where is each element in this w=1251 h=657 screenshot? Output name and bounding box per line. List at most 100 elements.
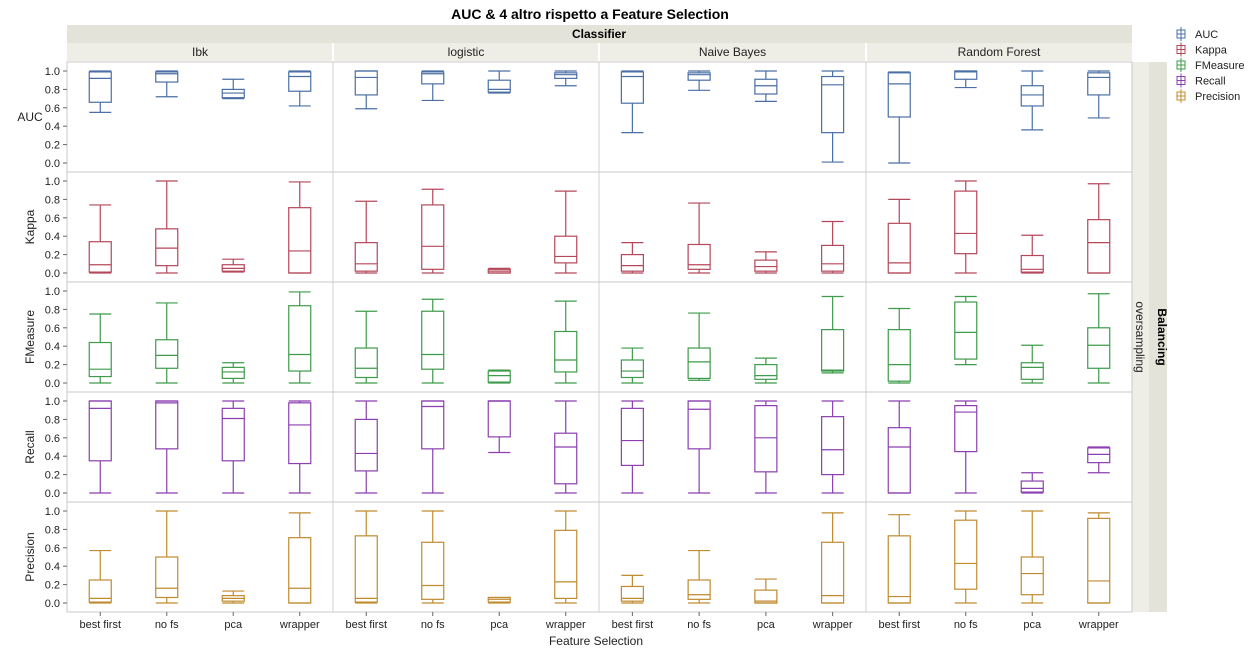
y-tick-label: 0.4	[45, 231, 60, 243]
box-iqr	[88, 579, 112, 603]
box	[821, 512, 845, 604]
metric-label: FMeasure	[23, 310, 37, 364]
box-iqr	[687, 243, 711, 270]
box-iqr	[155, 339, 179, 369]
metric-label: Recall	[23, 430, 37, 463]
box-iqr	[354, 347, 378, 379]
box	[620, 347, 644, 384]
box	[421, 188, 445, 274]
y-tick-label: 0.4	[45, 121, 60, 133]
box-iqr	[821, 329, 845, 372]
box-iqr	[487, 79, 511, 93]
legend: AUC Kappa FMeasure Recall Precision	[1176, 27, 1245, 103]
box	[1087, 512, 1111, 604]
legend-item: AUC	[1176, 27, 1218, 41]
y-tick-label: 0.8	[45, 524, 60, 536]
y-tick-label: 0.4	[45, 341, 60, 353]
box-iqr	[687, 579, 711, 600]
box	[620, 70, 644, 134]
box	[1020, 510, 1044, 604]
y-tick-label: 0.0	[45, 268, 60, 280]
box-iqr	[554, 529, 578, 600]
legend-label: Recall	[1195, 76, 1226, 88]
legend-item: Precision	[1176, 89, 1240, 103]
x-tick-label: wrapper	[279, 619, 320, 631]
box-iqr	[155, 228, 179, 267]
box-iqr	[554, 432, 578, 485]
box-iqr	[620, 71, 644, 104]
metric-label: Kappa	[23, 209, 37, 244]
column-group-title: Classifier	[572, 27, 626, 41]
box-iqr	[288, 207, 312, 274]
box	[288, 400, 312, 494]
y-tick-label: 0.8	[45, 304, 60, 316]
box-iqr	[421, 310, 445, 370]
x-tick-label: pca	[1023, 619, 1042, 631]
box	[221, 258, 245, 273]
box	[954, 400, 978, 494]
box	[554, 190, 578, 274]
x-axis-label: Feature Selection	[549, 634, 643, 648]
x-tick-label: no fs	[421, 619, 445, 631]
y-tick-label: 0.8	[45, 84, 60, 96]
x-tick-label: best first	[878, 619, 920, 631]
box-iqr	[88, 241, 112, 273]
box	[887, 514, 911, 604]
box	[221, 362, 245, 384]
box-iqr	[554, 235, 578, 264]
legend-item: FMeasure	[1176, 58, 1245, 72]
box-iqr	[1087, 517, 1111, 604]
box	[88, 400, 112, 494]
box-iqr	[1020, 362, 1044, 380]
x-tick-label: best first	[345, 619, 387, 631]
box	[487, 400, 511, 454]
classifier-header: Ibk	[192, 45, 209, 59]
y-tick-label: 0.0	[45, 378, 60, 390]
box-iqr	[887, 427, 911, 494]
y-tick-label: 0.0	[45, 598, 60, 610]
box-iqr	[554, 330, 578, 373]
y-tick-label: 0.8	[45, 194, 60, 206]
x-tick-label: no fs	[155, 619, 179, 631]
metric-label: AUC	[17, 110, 43, 124]
box	[155, 70, 179, 98]
legend-item: Recall	[1176, 73, 1226, 88]
box	[821, 295, 845, 374]
y-tick-label: 0.2	[45, 580, 60, 592]
box	[687, 312, 711, 381]
box-iqr	[821, 244, 845, 272]
box	[221, 78, 245, 100]
box	[88, 549, 112, 604]
box	[288, 70, 312, 107]
x-tick-label: pca	[490, 619, 509, 631]
x-tick-label: best first	[79, 619, 121, 631]
box-iqr	[288, 537, 312, 604]
box	[1087, 293, 1111, 384]
box-iqr	[421, 541, 445, 600]
box	[620, 574, 644, 604]
box	[1087, 446, 1111, 474]
box	[354, 70, 378, 110]
box	[288, 181, 312, 274]
y-tick-label: 0.4	[45, 451, 60, 463]
box-iqr	[421, 204, 445, 270]
box	[288, 512, 312, 604]
box	[354, 400, 378, 494]
classifier-header: logistic	[448, 45, 485, 59]
box-iqr	[88, 400, 112, 462]
box	[354, 510, 378, 604]
box	[1020, 234, 1044, 274]
box-iqr	[288, 71, 312, 92]
box	[487, 70, 511, 94]
y-tick-label: 0.2	[45, 470, 60, 482]
box-iqr	[421, 71, 445, 85]
box	[554, 70, 578, 87]
box-iqr	[354, 70, 378, 96]
box-iqr	[687, 72, 711, 81]
box	[687, 549, 711, 604]
classifier-header: Random Forest	[958, 45, 1041, 59]
box-iqr	[687, 400, 711, 450]
box	[687, 400, 711, 494]
row-group-band	[1149, 62, 1167, 612]
box-iqr	[221, 366, 245, 379]
